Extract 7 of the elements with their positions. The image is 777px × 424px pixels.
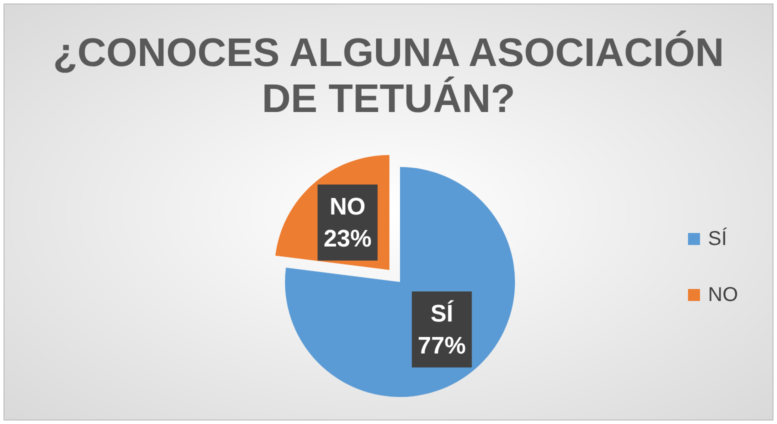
slice-label: SÍ	[430, 299, 454, 328]
legend-label: NO	[708, 284, 738, 306]
slice-label: NO	[330, 194, 366, 221]
data-label: 77%	[418, 332, 466, 360]
legend-label: SÍ	[708, 227, 728, 250]
chart-title: ¿CONOCES ALGUNA ASOCIACIÓN DE TETUÁN?	[52, 30, 724, 121]
data-label: 23%	[324, 226, 372, 253]
